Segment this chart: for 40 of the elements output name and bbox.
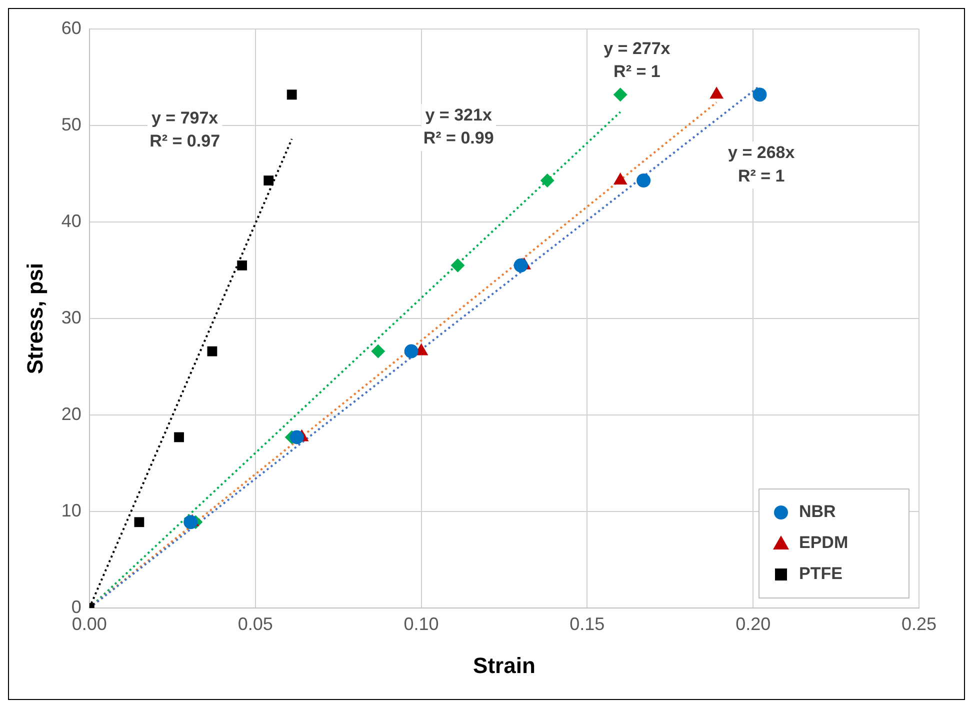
- point: [540, 174, 554, 188]
- x-tick-label: 0.15: [570, 614, 605, 634]
- point: [514, 258, 528, 272]
- y-tick-label: 30: [61, 307, 82, 328]
- point: [134, 517, 144, 528]
- annotation: y = 797x: [151, 108, 219, 128]
- y-tick-label: 50: [61, 114, 82, 134]
- point: [404, 344, 418, 358]
- x-tick-label: 0.10: [404, 614, 439, 634]
- point: [450, 258, 465, 272]
- annotation: y = 277x: [604, 38, 671, 58]
- legend-label: PTFE: [799, 564, 842, 584]
- y-tick-label: 10: [61, 500, 82, 520]
- point: [613, 88, 628, 102]
- point: [752, 88, 767, 102]
- point: [290, 430, 304, 444]
- x-tick-label: 0.05: [238, 614, 273, 634]
- point: [237, 260, 248, 270]
- legend-label: NBR: [799, 502, 836, 522]
- point: [184, 515, 198, 530]
- point: [264, 176, 274, 186]
- y-tick-label: 40: [61, 210, 82, 231]
- y-tick-label: 60: [61, 18, 82, 38]
- x-tick-label: 0.25: [901, 614, 937, 634]
- point: [286, 90, 297, 100]
- y-tick-label: 20: [61, 404, 82, 424]
- annotation: y = 321x: [425, 106, 492, 125]
- annotation: R² = 0.99: [423, 128, 494, 148]
- point: [371, 344, 386, 358]
- x-axis-title: Strain: [473, 652, 536, 678]
- legend-label: EPDM: [799, 533, 848, 552]
- point: [207, 346, 218, 356]
- point: [636, 174, 651, 188]
- annotation: R² = 1: [614, 62, 660, 82]
- point: [174, 432, 184, 442]
- x-tick-label: 0.20: [736, 614, 771, 634]
- y-axis-title: Stress, psi: [22, 262, 48, 374]
- annotation: R² = 1: [738, 166, 785, 186]
- annotation: y = 268x: [728, 143, 796, 162]
- annotation: R² = 0.97: [150, 132, 220, 151]
